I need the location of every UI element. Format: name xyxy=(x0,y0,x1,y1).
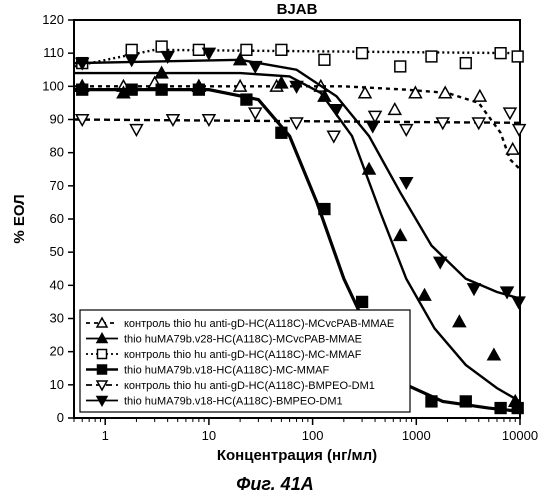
y-tick-label: 20 xyxy=(50,344,64,359)
figure-caption: Фиг. 41A xyxy=(236,474,313,494)
legend-label: контроль thio hu anti-gD-HC(A118C)-MCvcP… xyxy=(124,318,394,330)
x-tick-label: 10 xyxy=(202,428,216,443)
legend-label: контроль thio hu anti-gD-HC(A118C)-BMPEO… xyxy=(124,380,375,392)
legend-item: thio huMA79b.v18-HC(A118C)-BMPEO-DM1 xyxy=(86,396,343,408)
x-axis-label: Концентрация (нг/мл) xyxy=(217,447,377,464)
y-tick-label: 120 xyxy=(42,12,64,27)
legend-label: контроль thio hu anti-gD-HC(A118C)-MC-MM… xyxy=(124,349,362,361)
legend-label: thio huMA79b.v28-HC(A118C)-MCvcPAB-MMAE xyxy=(124,334,362,346)
legend-item: thio huMA79b.v28-HC(A118C)-MCvcPAB-MMAE xyxy=(86,334,362,346)
y-tick-label: 70 xyxy=(50,178,64,193)
chart-title: BJAB xyxy=(277,1,318,18)
y-tick-label: 40 xyxy=(50,277,64,292)
legend-label: thio huMA79b.v18-HC(A118C)-BMPEO-DM1 xyxy=(124,396,343,408)
y-tick-label: 110 xyxy=(43,45,64,60)
y-tick-label: 60 xyxy=(50,211,64,226)
legend-item: контроль thio hu anti-gD-HC(A118C)-BMPEO… xyxy=(86,380,375,392)
x-tick-label: 100 xyxy=(302,428,324,443)
dose-response-chart: BJAB010203040506070809010011012011010010… xyxy=(0,0,551,500)
legend-item: контроль thio hu anti-gD-HC(A118C)-MC-MM… xyxy=(86,349,362,361)
y-axis-label: % ЕОЛ xyxy=(11,194,28,243)
y-tick-label: 0 xyxy=(57,410,64,425)
y-tick-label: 50 xyxy=(50,244,64,259)
y-tick-label: 80 xyxy=(50,145,64,160)
y-tick-label: 30 xyxy=(50,311,64,326)
x-tick-label: 10000 xyxy=(502,428,538,443)
y-tick-label: 10 xyxy=(50,377,64,392)
series-s3 xyxy=(74,41,523,72)
y-tick-label: 100 xyxy=(42,78,64,93)
x-tick-label: 1000 xyxy=(402,428,431,443)
x-tick-label: 1 xyxy=(102,428,109,443)
series-s5 xyxy=(74,108,525,142)
legend-item: контроль thio hu anti-gD-HC(A118C)-MCvcP… xyxy=(86,318,394,330)
y-tick-label: 90 xyxy=(50,112,64,127)
legend-label: thio huMA79b.v18-HC(A118C)-MC-MMAF xyxy=(124,365,329,377)
